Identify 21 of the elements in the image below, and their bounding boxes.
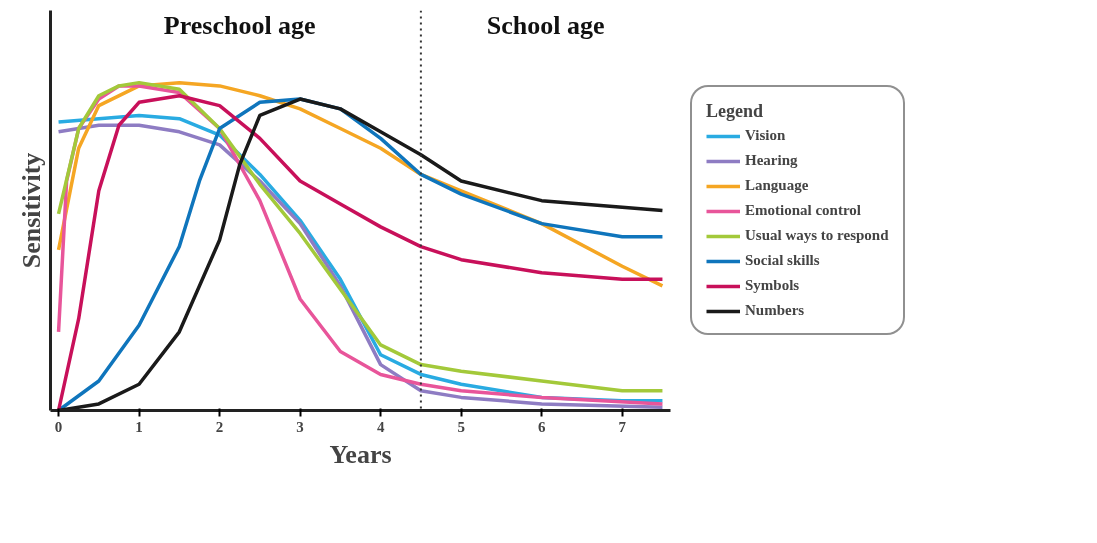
x-tick-label: 0 <box>54 418 63 435</box>
x-tick-label: 7 <box>618 418 627 435</box>
x-tick-label: 4 <box>376 418 385 435</box>
legend-label: Numbers <box>745 302 805 319</box>
legend-label: Hearing <box>745 152 798 169</box>
y-axis-title: Sensitivity <box>16 152 46 269</box>
x-tick-label: 2 <box>215 418 224 435</box>
x-tick-label: 5 <box>457 418 465 435</box>
text: Preschool age <box>163 11 316 41</box>
x-tick-label: 3 <box>296 418 304 435</box>
legend-label: Social skills <box>745 252 820 269</box>
legend-label: Usual ways to respond <box>745 227 889 244</box>
legend-label: Emotional control <box>745 202 861 219</box>
legend-label: Vision <box>745 127 786 144</box>
legend-title: Legend <box>706 101 764 122</box>
x-axis-title: Years <box>329 439 392 469</box>
legend-label: Language <box>745 177 809 194</box>
x-tick-label: 6 <box>537 418 546 435</box>
x-tick-label: 1 <box>135 418 143 435</box>
legend-label: Symbols <box>745 277 800 294</box>
text: School age <box>486 11 605 41</box>
